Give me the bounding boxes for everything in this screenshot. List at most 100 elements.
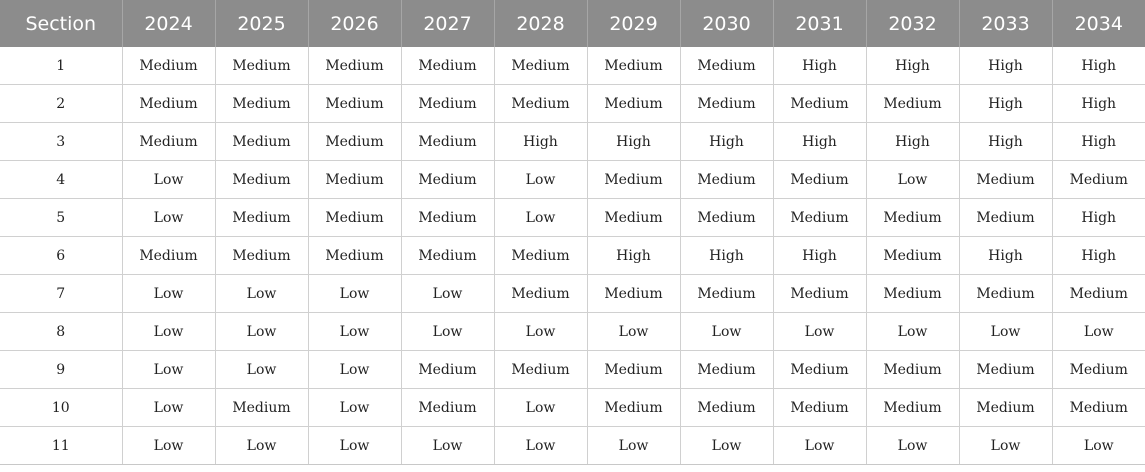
risk-level-cell: High <box>586 236 680 275</box>
risk-level-cell: Medium <box>400 160 494 199</box>
risk-level-cell: Medium <box>865 236 959 275</box>
risk-level-cell: Low <box>958 426 1052 465</box>
risk-level-cell: Medium <box>1051 274 1145 313</box>
risk-level-cell: High <box>679 122 773 161</box>
risk-level-cell: Low <box>121 274 215 313</box>
risk-level-cell: Low <box>121 388 215 427</box>
risk-level-cell: Medium <box>214 84 308 123</box>
risk-level-cell: Medium <box>214 47 308 85</box>
risk-level-cell: Medium <box>772 198 866 237</box>
section-number-cell: 6 <box>0 236 122 275</box>
risk-level-cell: Low <box>586 312 680 351</box>
risk-level-cell: Low <box>865 160 959 199</box>
risk-level-cell: Medium <box>586 160 680 199</box>
section-number-cell: 3 <box>0 122 122 161</box>
risk-level-cell: Medium <box>865 350 959 389</box>
risk-level-cell: Low <box>772 426 866 465</box>
risk-level-cell: Low <box>121 198 215 237</box>
risk-level-cell: High <box>958 47 1052 85</box>
risk-level-cell: Low <box>400 426 494 465</box>
risk-level-cell: High <box>772 122 866 161</box>
risk-level-cell: Medium <box>1051 350 1145 389</box>
risk-level-cell: Medium <box>307 84 401 123</box>
table-row: 2 Medium Medium Medium Medium Medium Medium Med… <box>0 84 1145 123</box>
risk-level-cell: Low <box>121 160 215 199</box>
risk-level-cell: Medium <box>772 84 866 123</box>
column-header-year: 2031 <box>772 0 866 47</box>
risk-level-cell: Low <box>772 312 866 351</box>
risk-level-cell: High <box>958 236 1052 275</box>
risk-level-cell: Medium <box>493 350 587 389</box>
risk-level-cell: High <box>865 122 959 161</box>
risk-level-cell: Medium <box>679 388 773 427</box>
risk-level-cell: High <box>1051 198 1145 237</box>
risk-level-cell: Low <box>307 350 401 389</box>
risk-level-cell: Low <box>214 312 308 351</box>
risk-level-cell: Medium <box>772 274 866 313</box>
table-row: 10 Low Medium Low Medium Low Medium Medium Mediu… <box>0 388 1145 427</box>
risk-level-cell: Low <box>307 274 401 313</box>
table-row: 5 Low Medium Medium Medium Low Medium Medium Med… <box>0 198 1145 237</box>
risk-level-cell: Medium <box>865 388 959 427</box>
table-header: Section 2024 2025 2026 2027 2028 2029 2030 2031 2… <box>0 0 1145 47</box>
risk-level-cell: High <box>1051 47 1145 85</box>
risk-level-cell: Low <box>679 312 773 351</box>
risk-level-cell: Medium <box>121 47 215 85</box>
column-header-year: 2034 <box>1051 0 1145 47</box>
risk-level-cell: Medium <box>958 350 1052 389</box>
table-row: 8 Low Low Low Low Low Low Low Low Low Low Low <box>0 312 1145 351</box>
risk-level-cell: Medium <box>679 198 773 237</box>
risk-level-cell: Medium <box>307 198 401 237</box>
risk-level-cell: High <box>772 236 866 275</box>
risk-level-cell: Medium <box>400 47 494 85</box>
risk-level-cell: Medium <box>772 350 866 389</box>
table-row: 9 Low Low Low Medium Medium Medium Medium Medium… <box>0 350 1145 389</box>
risk-level-cell: Low <box>679 426 773 465</box>
table-row: 6 Medium Medium Medium Medium Medium High High H… <box>0 236 1145 275</box>
section-number-cell: 4 <box>0 160 122 199</box>
risk-level-cell: Medium <box>679 350 773 389</box>
risk-level-cell: High <box>679 236 773 275</box>
risk-level-cell: Low <box>121 312 215 351</box>
risk-level-cell: Low <box>493 388 587 427</box>
risk-level-cell: Low <box>214 426 308 465</box>
risk-level-cell: High <box>865 47 959 85</box>
risk-level-cell: High <box>1051 122 1145 161</box>
risk-level-cell: Medium <box>865 274 959 313</box>
risk-level-cell: Medium <box>493 274 587 313</box>
risk-level-cell: Medium <box>121 236 215 275</box>
risk-level-cell: Medium <box>586 84 680 123</box>
risk-level-cell: Medium <box>586 47 680 85</box>
column-header-year: 2032 <box>865 0 959 47</box>
header-row: Section 2024 2025 2026 2027 2028 2029 2030 2031 2… <box>0 0 1145 47</box>
risk-level-cell: Low <box>307 388 401 427</box>
risk-level-cell: High <box>958 122 1052 161</box>
risk-level-cell: Medium <box>121 122 215 161</box>
section-number-cell: 2 <box>0 84 122 123</box>
risk-level-cell: Low <box>865 312 959 351</box>
risk-level-cell: Low <box>493 198 587 237</box>
risk-level-cell: Medium <box>679 160 773 199</box>
risk-level-cell: Medium <box>400 388 494 427</box>
risk-level-cell: Medium <box>772 388 866 427</box>
risk-level-cell: Medium <box>400 122 494 161</box>
risk-level-cell: Medium <box>400 236 494 275</box>
column-header-year: 2026 <box>307 0 401 47</box>
column-header-year: 2024 <box>121 0 215 47</box>
risk-level-cell: Low <box>214 350 308 389</box>
column-header-section: Section <box>0 0 122 47</box>
risk-level-cell: Low <box>493 312 587 351</box>
risk-level-cell: Low <box>586 426 680 465</box>
risk-level-cell: Medium <box>958 160 1052 199</box>
risk-level-cell: Low <box>493 426 587 465</box>
risk-level-cell: High <box>772 47 866 85</box>
table-row: 1 Medium Medium Medium Medium Medium Medium Med… <box>0 47 1145 85</box>
risk-level-cell: Low <box>400 274 494 313</box>
table-body: 1 Medium Medium Medium Medium Medium Medium Med… <box>0 47 1145 465</box>
risk-level-cell: Medium <box>1051 388 1145 427</box>
risk-level-cell: Medium <box>586 198 680 237</box>
risk-level-cell: Medium <box>679 274 773 313</box>
risk-level-cell: Medium <box>493 47 587 85</box>
table-row: 4 Low Medium Medium Medium Low Medium Medium Med… <box>0 160 1145 199</box>
